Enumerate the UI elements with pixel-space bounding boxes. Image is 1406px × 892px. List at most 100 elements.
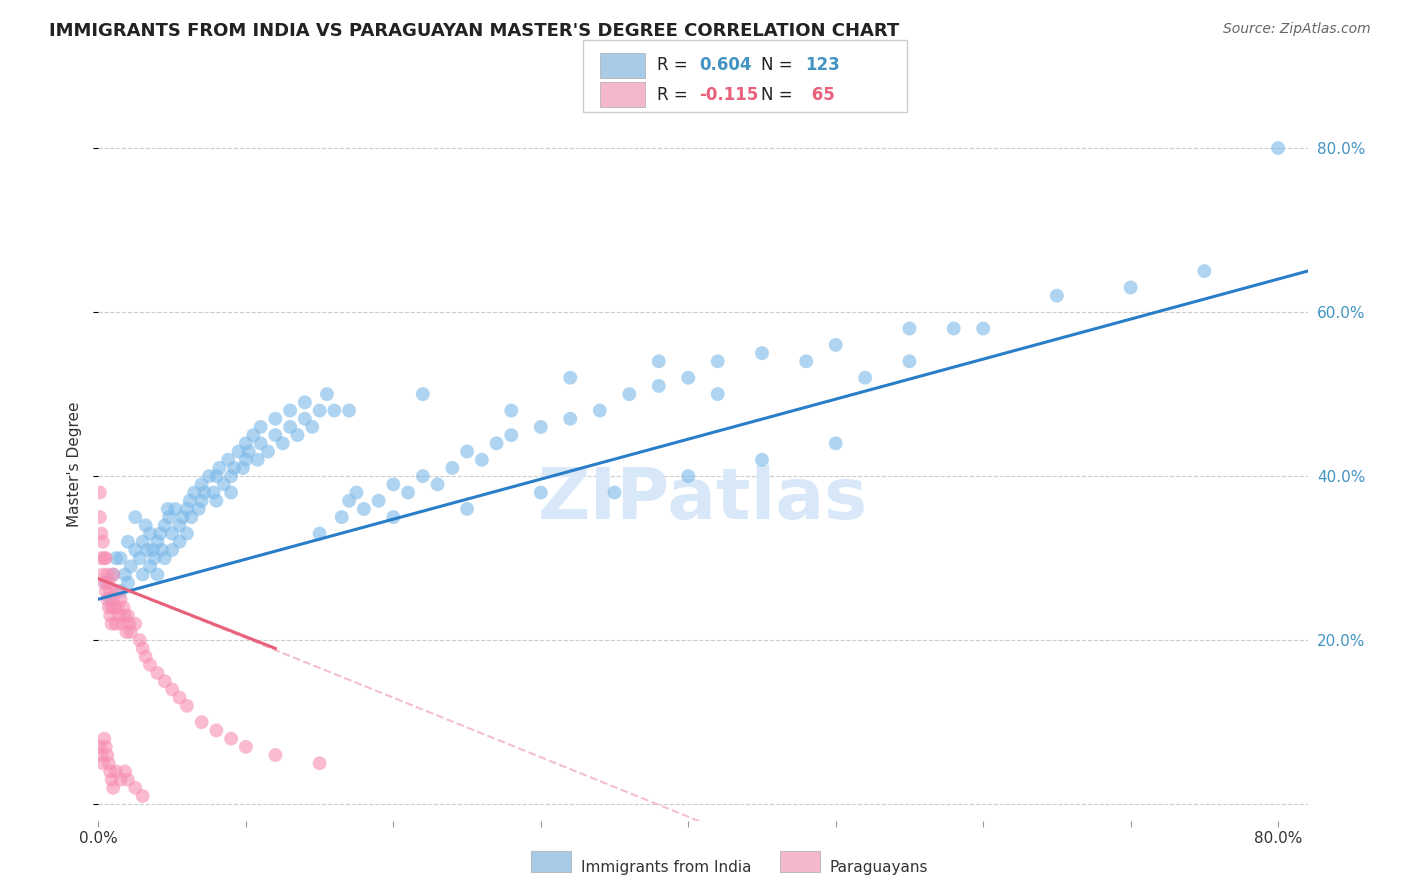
Point [153, 518, 176, 533]
Point [150, 543, 173, 558]
Point [205, 723, 228, 738]
Point [205, 493, 228, 508]
Point [235, 739, 257, 754]
Point [217, 452, 239, 467]
Point [89, 739, 111, 754]
Point [135, 649, 157, 664]
Point [114, 567, 136, 582]
Text: N =: N = [761, 86, 797, 103]
Point [131, 641, 153, 656]
Point [898, 321, 921, 335]
Point [323, 403, 346, 417]
Point [139, 657, 162, 672]
Point [382, 477, 405, 491]
Point [337, 403, 360, 417]
Text: 123: 123 [806, 56, 841, 74]
Point [146, 534, 169, 549]
Point [93, 551, 115, 566]
Point [530, 485, 553, 500]
Point [169, 518, 191, 533]
Point [794, 354, 817, 368]
Point [853, 370, 876, 384]
Point [751, 346, 773, 360]
Point [120, 559, 142, 574]
Point [93, 731, 115, 746]
Point [190, 477, 212, 491]
Point [94, 584, 117, 599]
Point [104, 600, 127, 615]
Point [176, 698, 198, 713]
Point [156, 502, 179, 516]
Point [94, 575, 117, 590]
Point [100, 772, 122, 787]
Point [131, 789, 153, 803]
Point [100, 600, 122, 615]
Point [308, 756, 330, 771]
Point [101, 592, 124, 607]
Point [90, 747, 112, 762]
Point [157, 510, 180, 524]
Point [1267, 141, 1289, 155]
Point [456, 444, 478, 458]
Point [107, 600, 129, 615]
Point [560, 370, 582, 384]
Point [264, 411, 287, 425]
Point [330, 510, 353, 524]
Text: ZIPatlas: ZIPatlas [538, 465, 868, 534]
Point [560, 411, 582, 425]
Point [176, 502, 198, 516]
Point [98, 764, 121, 779]
Point [232, 461, 254, 475]
Point [120, 625, 142, 640]
Point [89, 510, 111, 524]
Point [105, 764, 128, 779]
Point [264, 428, 287, 442]
Point [124, 543, 146, 558]
Text: 65: 65 [806, 86, 834, 103]
Point [142, 543, 165, 558]
Point [485, 436, 508, 450]
Point [353, 502, 375, 516]
Point [153, 674, 176, 689]
Point [96, 567, 118, 582]
Point [212, 477, 235, 491]
Point [94, 551, 117, 566]
Text: -0.115: -0.115 [699, 86, 758, 103]
Point [160, 682, 183, 697]
Point [128, 633, 150, 648]
Point [972, 321, 994, 335]
Point [235, 436, 257, 450]
Point [308, 526, 330, 541]
Point [235, 452, 257, 467]
Point [249, 420, 271, 434]
Point [111, 616, 134, 631]
Point [105, 584, 128, 599]
Point [98, 592, 121, 607]
Point [194, 485, 217, 500]
Point [678, 469, 700, 483]
Point [90, 526, 112, 541]
Text: 0.604: 0.604 [699, 56, 751, 74]
Point [619, 387, 641, 401]
Point [124, 780, 146, 795]
Point [441, 461, 464, 475]
Point [301, 420, 323, 434]
Point [98, 608, 121, 623]
Point [105, 551, 128, 566]
Point [396, 485, 419, 500]
Point [128, 551, 150, 566]
Point [165, 502, 187, 516]
Text: Paraguayans: Paraguayans [830, 860, 928, 874]
Point [190, 493, 212, 508]
Point [426, 477, 449, 491]
Text: Source: ZipAtlas.com: Source: ZipAtlas.com [1223, 22, 1371, 37]
Point [222, 461, 245, 475]
Point [139, 559, 162, 574]
Point [706, 354, 728, 368]
Point [114, 764, 136, 779]
Point [108, 608, 131, 623]
Point [271, 436, 294, 450]
Point [278, 403, 301, 417]
Point [160, 543, 183, 558]
Point [172, 510, 194, 524]
